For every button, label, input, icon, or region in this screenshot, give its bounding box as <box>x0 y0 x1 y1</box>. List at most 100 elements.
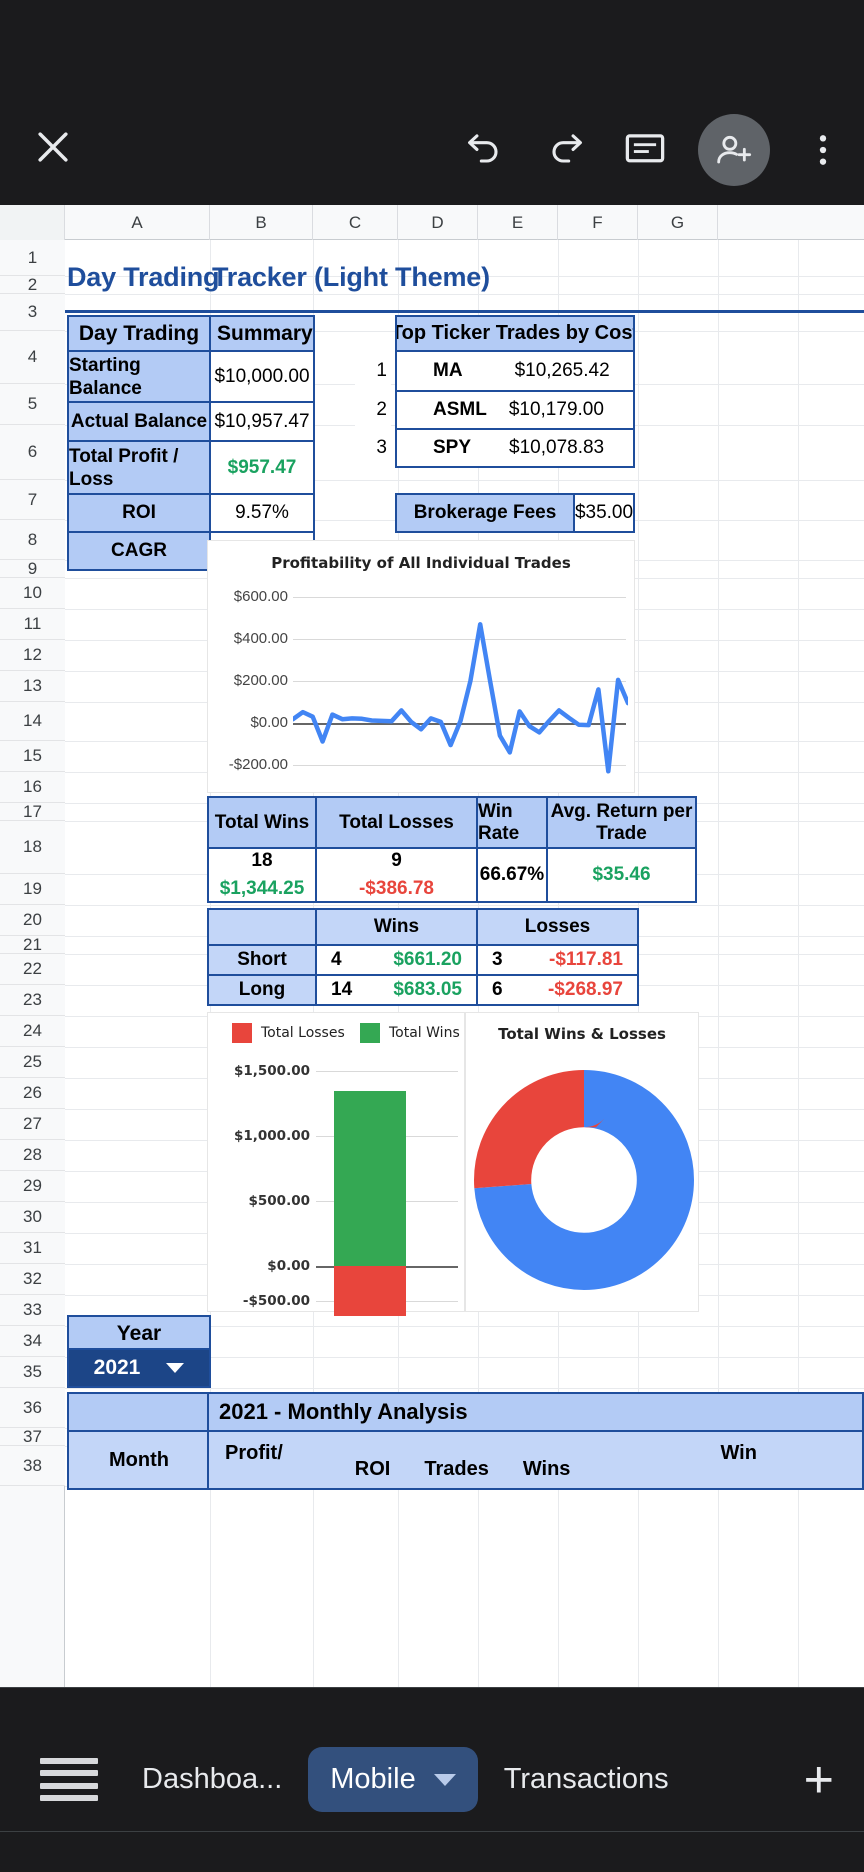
close-button[interactable] <box>28 122 78 172</box>
column-header-E[interactable]: E <box>478 205 558 240</box>
comment-icon[interactable] <box>618 123 672 177</box>
top-ticker-row-3: SPY $10,078.83 <box>395 428 635 468</box>
more-options-icon[interactable] <box>796 123 850 177</box>
monthly-left-filler <box>67 1392 211 1432</box>
row-header-26[interactable]: 26 <box>0 1078 65 1109</box>
row-header-36[interactable]: 36 <box>0 1388 65 1428</box>
summary-value-total-profit-loss: $957.47 <box>209 440 315 495</box>
monthly-col-win-label: Win <box>720 1442 757 1464</box>
row-header-25[interactable]: 25 <box>0 1047 65 1078</box>
dir-row-label-long: Long <box>207 974 317 1006</box>
row-header-30[interactable]: 30 <box>0 1202 65 1233</box>
top-ticker-cost-3: $10,078.83 <box>509 437 605 458</box>
row-header-27[interactable]: 27 <box>0 1109 65 1140</box>
monthly-col-headers: Profit/ ROI Trades Wins Win <box>207 1430 864 1490</box>
top-ticker-rank-3: 3 <box>355 428 391 468</box>
top-ticker-row-2: ASML $10,179.00 <box>395 390 635 430</box>
row-header-23[interactable]: 23 <box>0 985 65 1016</box>
column-header-C[interactable]: C <box>313 205 398 240</box>
chart-wins-losses-donut[interactable]: Total Wins & Losses <box>465 1012 699 1312</box>
legend-swatch-losses <box>232 1023 252 1043</box>
monthly-col-month: Month <box>67 1430 211 1490</box>
row-header-4[interactable]: 4 <box>0 331 65 384</box>
row-header-35[interactable]: 35 <box>0 1357 65 1388</box>
row-header-37[interactable]: 37 <box>0 1427 65 1446</box>
tab-mobile-label: Mobile <box>330 1763 416 1795</box>
top-toolbar <box>0 0 864 205</box>
column-header-D[interactable]: D <box>398 205 478 240</box>
row-header-14[interactable]: 14 <box>0 702 65 741</box>
row-header-10[interactable]: 10 <box>0 578 65 609</box>
row-header-22[interactable]: 22 <box>0 954 65 985</box>
column-header-F[interactable]: F <box>558 205 638 240</box>
add-sheet-icon[interactable]: + <box>803 1750 834 1809</box>
dir-header-wins: Wins <box>315 908 478 946</box>
column-header-G[interactable]: G <box>638 205 718 240</box>
summary-label-actual-balance: Actual Balance <box>67 401 211 442</box>
tab-transactions[interactable]: Transactions <box>503 1763 669 1795</box>
row-header-7[interactable]: 7 <box>0 480 65 520</box>
redo-icon[interactable] <box>538 123 592 177</box>
row-header-1[interactable]: 1 <box>0 240 65 276</box>
year-label: Year <box>67 1315 211 1350</box>
sheet-list-icon[interactable] <box>40 1757 98 1802</box>
row-header-24[interactable]: 24 <box>0 1016 65 1047</box>
chart-wins-losses-bar[interactable]: Total Losses Total Wins $1,500.00 $1,000… <box>207 1012 465 1316</box>
summary-title-b: Summary <box>209 315 315 352</box>
row-header-20[interactable]: 20 <box>0 905 65 936</box>
chart-profitability-title: Profitability of All Individual Trades <box>271 554 571 572</box>
row-header-21[interactable]: 21 <box>0 935 65 954</box>
year-dropdown[interactable]: 2021 <box>67 1348 211 1388</box>
row-header-13[interactable]: 13 <box>0 671 65 702</box>
grid-body[interactable]: Day Trading Tracker (Light Theme) Day Tr… <box>65 240 864 1687</box>
row-header-16[interactable]: 16 <box>0 772 65 803</box>
row-header-6[interactable]: 6 <box>0 425 65 480</box>
row-header-8[interactable]: 8 <box>0 520 65 560</box>
monthly-col-wins-label: Wins <box>522 1458 571 1480</box>
chart-profitability[interactable]: Profitability of All Individual Trades $… <box>207 540 635 793</box>
column-header-A[interactable]: A <box>65 205 210 240</box>
row-header-19[interactable]: 19 <box>0 874 65 905</box>
chart-profitability-ytick-3: $0.00 <box>250 714 288 731</box>
monthly-col-roi-label: ROI <box>354 1458 391 1480</box>
tab-mobile[interactable]: Mobile <box>308 1747 478 1812</box>
share-button[interactable] <box>698 114 770 186</box>
year-value: 2021 <box>93 1356 141 1379</box>
row-header-9[interactable]: 9 <box>0 559 65 578</box>
bar-ytick-4: -$500.00 <box>242 1293 310 1309</box>
stats-cell-total-wins: 18 $1,344.25 <box>207 847 317 903</box>
dir-header-losses: Losses <box>476 908 639 946</box>
row-header-5[interactable]: 5 <box>0 384 65 425</box>
doc-title-part-a: Day Trading <box>67 262 220 292</box>
legend-label-losses: Total Losses <box>261 1025 345 1041</box>
top-ticker-rank-1: 1 <box>355 350 391 392</box>
row-header-18[interactable]: 18 <box>0 821 65 874</box>
row-header-31[interactable]: 31 <box>0 1233 65 1264</box>
column-header-B[interactable]: B <box>210 205 313 240</box>
dir-short-win-amount: $661.20 <box>393 949 462 970</box>
row-header-3[interactable]: 3 <box>0 294 65 331</box>
row-header-33[interactable]: 33 <box>0 1295 65 1326</box>
row-header-17[interactable]: 17 <box>0 802 65 821</box>
row-header-2[interactable]: 2 <box>0 275 65 294</box>
tab-dashboard[interactable]: Dashboa... <box>142 1763 283 1795</box>
spreadsheet-canvas[interactable]: A B C D E F G 1 2 3 4 5 6 7 8 9 10 11 12 13 14 15 16 17 1… <box>0 205 864 1687</box>
row-header-29[interactable]: 29 <box>0 1171 65 1202</box>
row-header-12[interactable]: 12 <box>0 640 65 671</box>
select-all-corner[interactable] <box>0 205 65 240</box>
bar-total-losses <box>334 1266 406 1316</box>
row-header-11[interactable]: 11 <box>0 609 65 640</box>
row-header-32[interactable]: 32 <box>0 1264 65 1295</box>
row-header-34[interactable]: 34 <box>0 1326 65 1357</box>
top-ticker-symbol-3: SPY <box>433 437 472 458</box>
tab-chevron-down-icon[interactable] <box>433 1773 456 1786</box>
row-header-38[interactable]: 38 <box>0 1446 65 1486</box>
row-header-15[interactable]: 15 <box>0 741 65 772</box>
stats-header-win-rate: Win Rate <box>476 796 548 849</box>
undo-icon[interactable] <box>458 123 512 177</box>
legend-swatch-wins <box>360 1023 380 1043</box>
bar-ytick-3: $0.00 <box>267 1258 310 1274</box>
row-header-28[interactable]: 28 <box>0 1140 65 1171</box>
dir-short-loss-count: 3 <box>492 949 503 970</box>
chart-profitability-ytick-4: -$200.00 <box>228 756 288 773</box>
